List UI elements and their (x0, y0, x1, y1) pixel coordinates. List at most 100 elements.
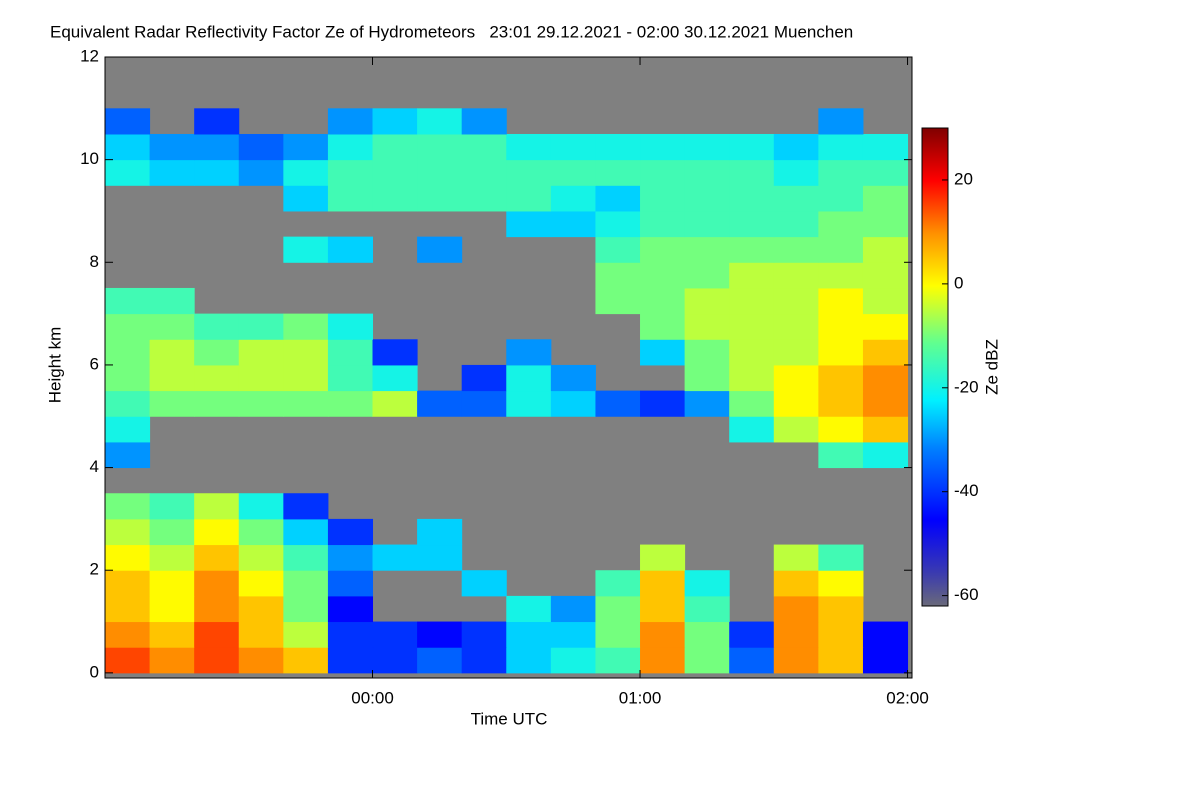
heatmap-cell (194, 493, 240, 520)
heatmap-cell (283, 236, 329, 263)
heatmap-cell (684, 621, 730, 648)
heatmap-cell (729, 313, 775, 340)
heatmap-cell (149, 518, 195, 546)
heatmap-cell (862, 621, 909, 648)
heatmap-cell (773, 647, 819, 674)
heatmap-cell (238, 647, 284, 674)
heatmap-cell (640, 262, 686, 289)
heatmap-cell (773, 544, 819, 571)
x-tick-label: 00:00 (351, 688, 394, 707)
heatmap-cell (283, 647, 329, 674)
heatmap-cell (194, 108, 240, 135)
y-tick-label: 10 (80, 149, 99, 168)
heatmap-cell (818, 595, 864, 623)
heatmap-cell (818, 236, 864, 263)
heatmap-cell (194, 570, 240, 597)
heatmap-cell (327, 647, 374, 674)
heatmap-cell (595, 390, 641, 417)
heatmap-cell (862, 364, 909, 392)
heatmap-cell (327, 390, 374, 417)
heatmap-cell (105, 493, 151, 520)
heatmap-cell (149, 595, 195, 623)
heatmap-cell (818, 185, 864, 212)
heatmap-cell (773, 159, 819, 186)
heatmap-cell (417, 185, 463, 212)
heatmap-cell (105, 339, 151, 366)
heatmap-cell (684, 390, 730, 417)
heatmap-cell (149, 159, 195, 186)
heatmap-cell (862, 339, 909, 366)
heatmap-cell (818, 441, 864, 469)
heatmap-cell (238, 133, 284, 161)
heatmap-cell (283, 185, 329, 212)
heatmap-cell (595, 647, 641, 674)
heatmap-cell (818, 133, 864, 161)
y-tick-label: 4 (90, 457, 99, 476)
heatmap-cell (149, 647, 195, 674)
heatmap-cell (773, 595, 819, 623)
heatmap-cell (417, 621, 463, 648)
heatmap-cell (773, 570, 819, 597)
heatmap-cell (818, 159, 864, 186)
heatmap-cell (283, 390, 329, 417)
heatmap-cell (194, 595, 240, 623)
heatmap-cell (327, 185, 374, 212)
heatmap-cell (773, 339, 819, 366)
heatmap-cell (105, 570, 151, 597)
heatmap-cell (238, 621, 284, 648)
heatmap-cell (194, 544, 240, 571)
heatmap-cell (818, 262, 864, 289)
heatmap-cell (818, 621, 864, 648)
heatmap-cell (862, 390, 909, 417)
heatmap-cell (417, 647, 463, 674)
heatmap-cell (238, 313, 284, 340)
heatmap-cell (149, 493, 195, 520)
heatmap-cell (506, 185, 552, 212)
x-tick-label: 01:00 (619, 688, 662, 707)
heatmap-cell (417, 236, 463, 263)
heatmap-cell (105, 133, 151, 161)
heatmap-cell (818, 570, 864, 597)
heatmap-cell (729, 364, 775, 392)
heatmap-cell (640, 210, 686, 238)
colorbar-tick-label: -20 (954, 377, 979, 396)
heatmap-cell (595, 185, 641, 212)
heatmap-cell (372, 621, 418, 648)
heatmap-cell (684, 262, 730, 289)
heatmap-cell (283, 621, 329, 648)
heatmap-cell (862, 313, 909, 340)
heatmap-cell (818, 544, 864, 571)
heatmap-cell (640, 390, 686, 417)
heatmap-cell (506, 364, 552, 392)
heatmap-cell (461, 621, 507, 648)
x-tick-label: 02:00 (886, 688, 929, 707)
heatmap-cell (595, 262, 641, 289)
heatmap-cell (417, 390, 463, 417)
heatmap-cell (283, 493, 329, 520)
heatmap-cell (461, 364, 507, 392)
heatmap-cell (862, 262, 909, 289)
heatmap-cell (640, 287, 686, 315)
heatmap-cell (417, 108, 463, 135)
heatmap-cell (773, 185, 819, 212)
heatmap-cell (194, 390, 240, 417)
heatmap-cell (417, 544, 463, 571)
heatmap-cell (550, 210, 596, 238)
heatmap-cell (640, 236, 686, 263)
heatmap-cell (149, 364, 195, 392)
heatmap-cell (238, 595, 284, 623)
heatmap-cell (818, 390, 864, 417)
heatmap-cell (640, 621, 686, 648)
heatmap-cell (461, 133, 507, 161)
heatmap-cell (105, 621, 151, 648)
heatmap-cell (238, 518, 284, 546)
heatmap-cell (862, 287, 909, 315)
heatmap-cell (417, 518, 463, 546)
heatmap-cell (684, 133, 730, 161)
heatmap-cell (105, 647, 151, 674)
heatmap-cell (461, 647, 507, 674)
heatmap-cell (327, 595, 374, 623)
heatmap-cell (862, 441, 909, 469)
heatmap-cell (327, 236, 374, 263)
heatmap-cell (372, 159, 418, 186)
